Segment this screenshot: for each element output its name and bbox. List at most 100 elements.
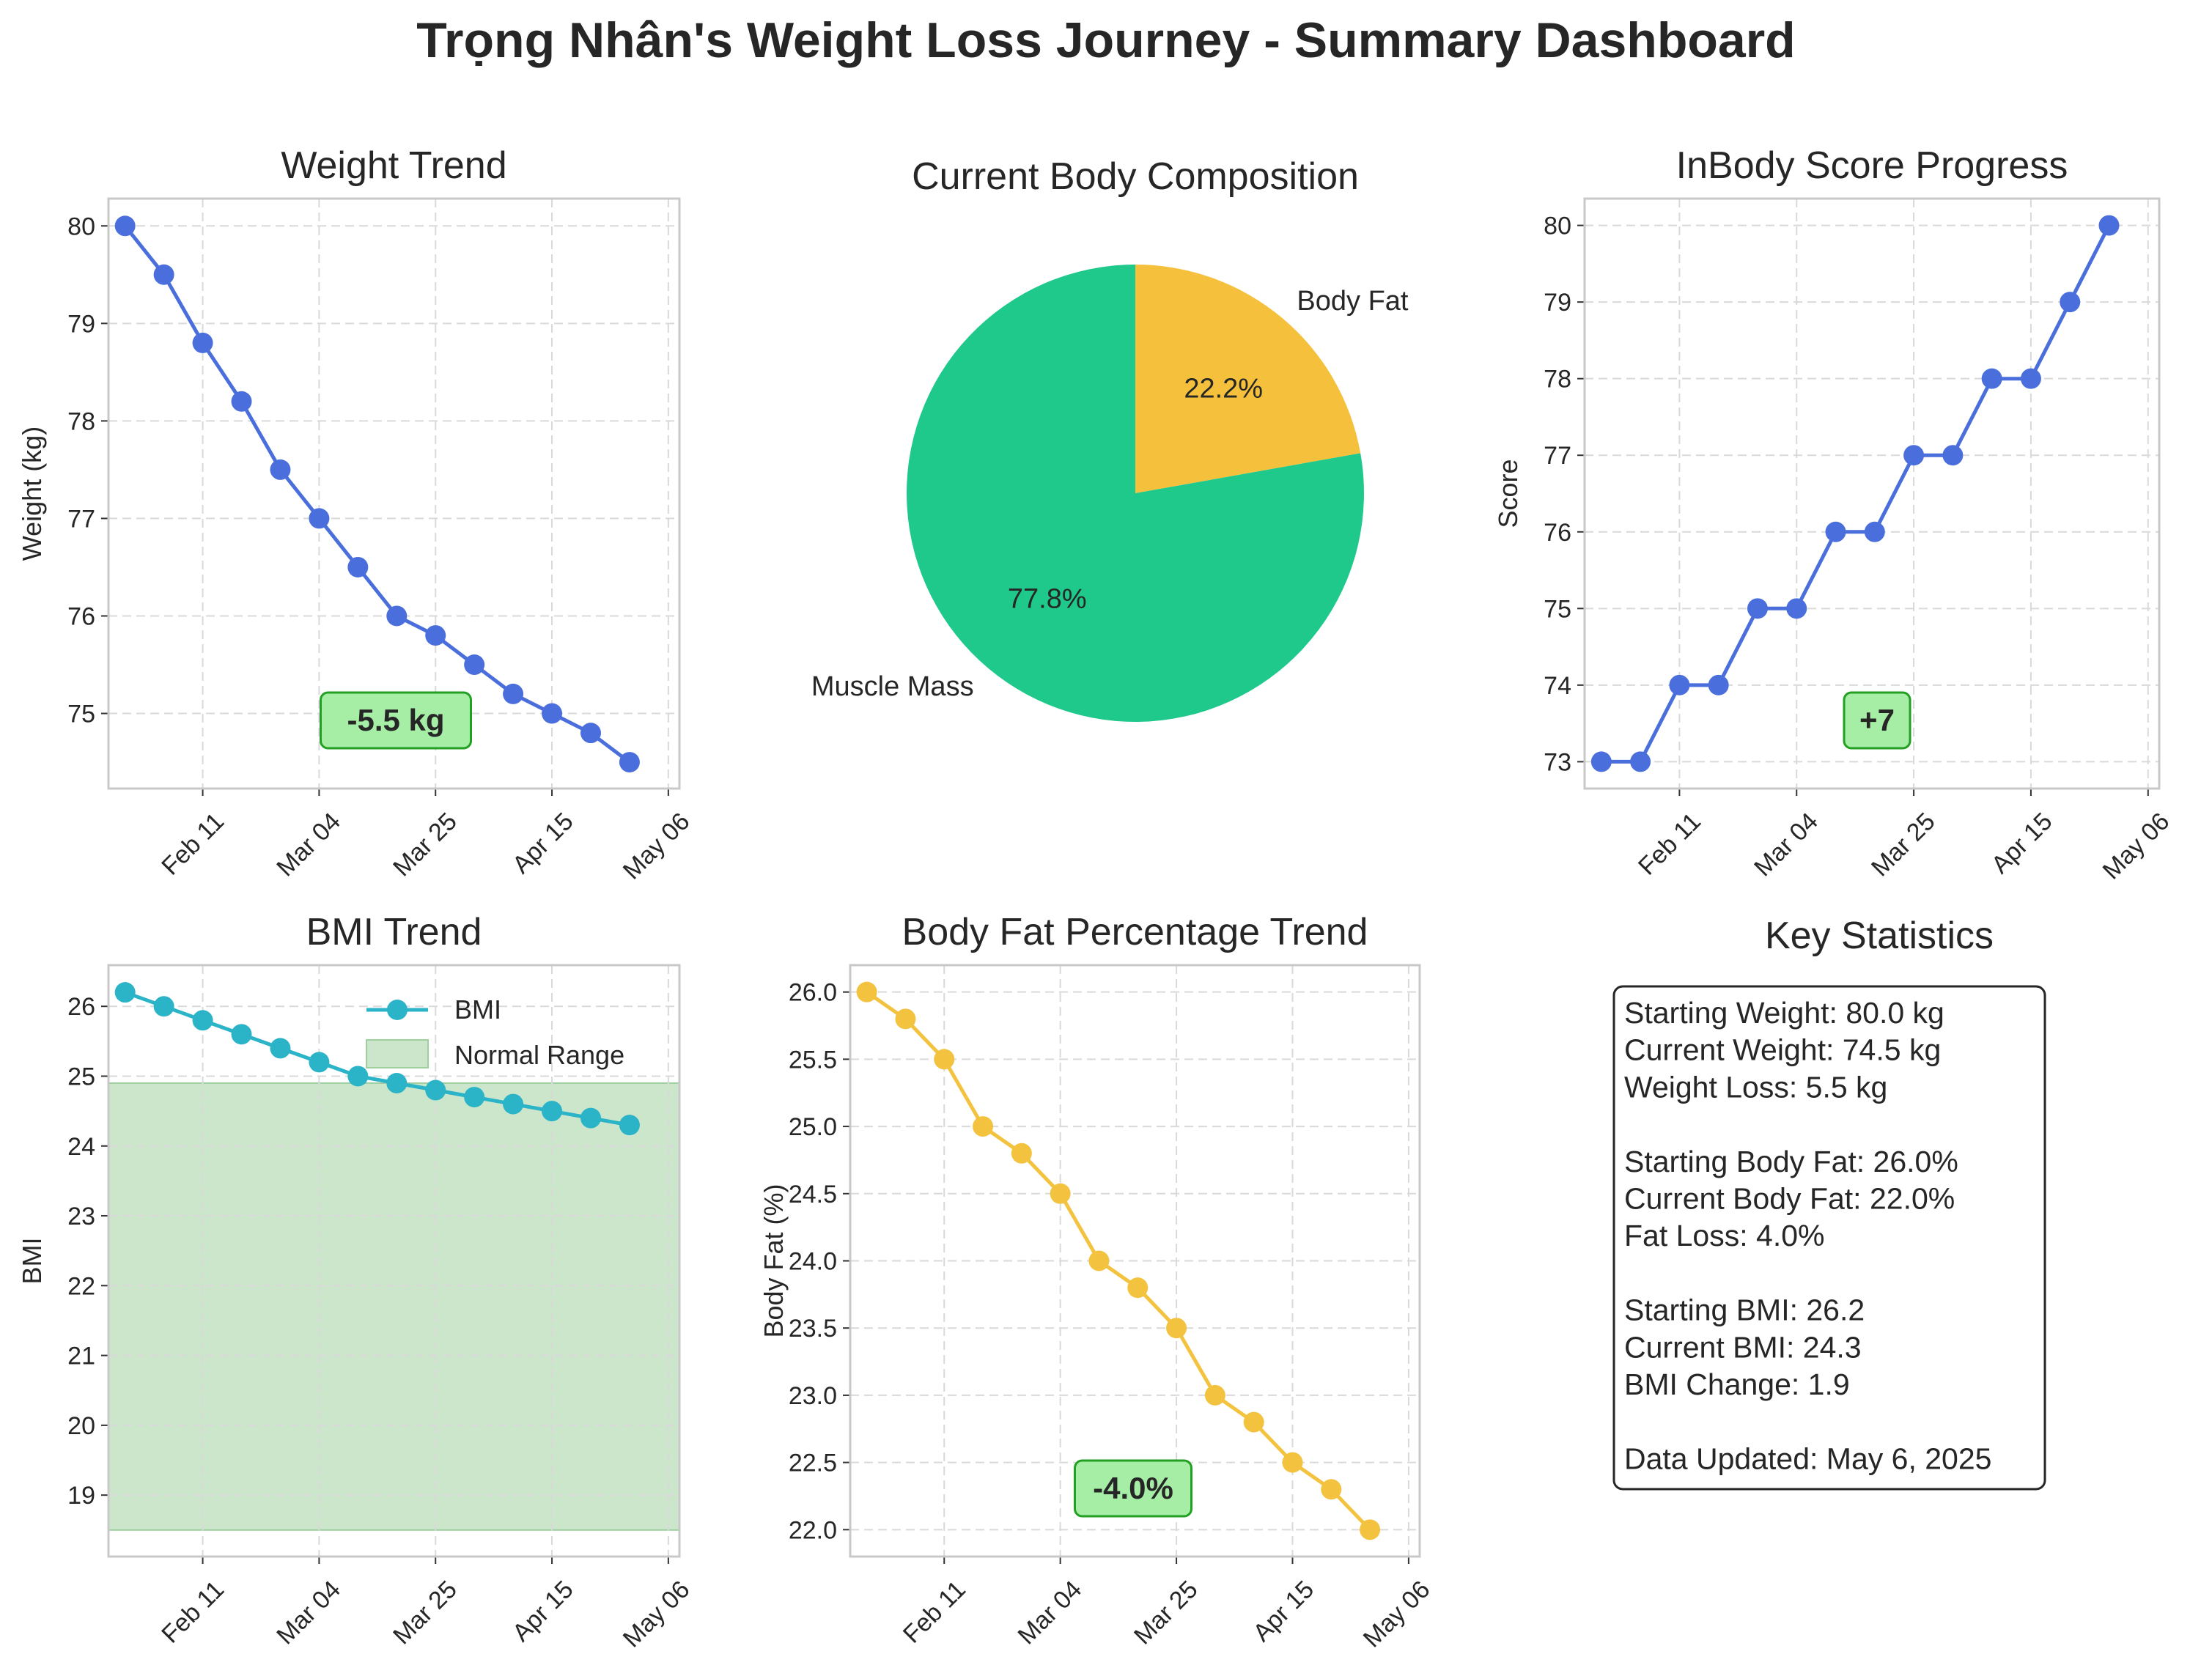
- x-tick-label: Mar 25: [1129, 1576, 1203, 1650]
- data-point: [425, 1079, 446, 1101]
- y-tick-label: 19: [67, 1482, 95, 1510]
- data-point: [1127, 1277, 1149, 1299]
- chart-panels: Weight Trend Feb 11 Mar 04 Mar 25 Apr 15 May …: [17, 144, 2175, 1653]
- change-badge-label: +7: [1859, 703, 1895, 737]
- y-tick-label: 75: [1544, 595, 1571, 623]
- data-point: [895, 1008, 916, 1030]
- chart-title: Body Fat Percentage Trend: [902, 911, 1368, 953]
- x-tick-label: Feb 11: [898, 1576, 971, 1649]
- y-axis-label: BMI: [17, 1237, 47, 1284]
- data-point: [309, 1052, 330, 1073]
- data-point: [1942, 445, 1964, 466]
- data-point: [1050, 1183, 1071, 1204]
- pie-slice: [1135, 265, 1361, 493]
- x-tick-label: May 06: [618, 1576, 696, 1653]
- y-tick-label: 76: [1544, 519, 1571, 547]
- chart-composition: Current Body Composition 22.2% Body Fat 77.…: [811, 155, 1409, 722]
- data-point: [1282, 1452, 1303, 1473]
- change-badge-label: -5.5 kg: [347, 703, 444, 737]
- x-tick-label: Mar 04: [1749, 808, 1824, 882]
- chart-title: Current Body Composition: [912, 155, 1359, 198]
- data-point: [464, 654, 485, 676]
- data-point: [386, 605, 408, 627]
- x-tick-label: May 06: [618, 808, 696, 885]
- pie-pct-label: 22.2%: [1184, 374, 1263, 405]
- stats-line: Current BMI: 24.3: [1624, 1330, 1862, 1364]
- data-point: [856, 981, 877, 1003]
- stats-line: Fat Loss: 4.0%: [1624, 1219, 1824, 1252]
- x-tick-label: Mar 25: [388, 808, 462, 882]
- data-point: [580, 1107, 601, 1129]
- change-badge: [1843, 691, 1911, 750]
- y-tick-label: 75: [67, 701, 95, 728]
- x-tick-label: May 06: [1358, 1576, 1436, 1653]
- plot-frame: [107, 197, 681, 790]
- y-tick-label: 79: [1544, 289, 1571, 317]
- legend-label: Normal Range: [454, 1040, 624, 1070]
- data-point: [503, 1093, 524, 1115]
- data-point: [2020, 368, 2041, 389]
- data-point: [973, 1116, 994, 1137]
- x-tick-label: Mar 04: [1013, 1576, 1088, 1650]
- chart-bmi: BMI Trend Feb 11 Mar 04 Mar 25 Apr 15 May 06 1…: [17, 911, 696, 1653]
- y-tick-label: 76: [67, 602, 95, 630]
- series-line: [123, 224, 631, 764]
- x-tick-label: Mar 04: [271, 1576, 346, 1650]
- normal-range-band: [108, 1082, 680, 1531]
- chart-title: InBody Score Progress: [1676, 144, 2068, 187]
- stats-line: Data Updated: May 6, 2025: [1624, 1441, 1991, 1475]
- chart-bodyfat: Body Fat Percentage Trend Feb 11 Mar 04 Mar…: [759, 911, 1436, 1653]
- x-tick-label: Feb 11: [156, 808, 229, 881]
- stats-line: Starting BMI: 26.2: [1624, 1293, 1865, 1327]
- stats-box: [1612, 985, 2046, 1491]
- change-badge-label: -4.0%: [1093, 1471, 1173, 1505]
- y-tick-label: 24: [67, 1133, 95, 1161]
- x-tick-label: Apr 15: [1247, 1576, 1319, 1647]
- y-tick-label: 26: [67, 993, 95, 1021]
- change-badge: [320, 691, 472, 750]
- data-point: [1590, 751, 1612, 772]
- y-tick-label: 23: [67, 1203, 95, 1230]
- y-axis-label: Weight (kg): [17, 427, 47, 561]
- data-point: [1669, 674, 1690, 695]
- stats-line: Current Weight: 74.5 kg: [1624, 1033, 1941, 1067]
- data-point: [542, 1101, 563, 1122]
- plot-frame: [849, 964, 1421, 1558]
- y-tick-label: 22: [67, 1272, 95, 1300]
- plot-frame: [107, 964, 681, 1558]
- data-point: [231, 391, 252, 412]
- data-point: [934, 1049, 955, 1070]
- data-point: [1166, 1318, 1187, 1339]
- data-point: [347, 1066, 369, 1087]
- data-point: [231, 1024, 252, 1045]
- chart-score: InBody Score Progress Feb 11 Mar 04 Mar 25 A…: [1493, 144, 2175, 885]
- plot-frame: [1583, 197, 2161, 790]
- data-point: [192, 1010, 213, 1031]
- y-tick-label: 73: [1544, 748, 1571, 776]
- x-tick-label: Feb 11: [1633, 808, 1706, 881]
- y-tick-label: 26.0: [789, 979, 837, 1007]
- y-tick-label: 20: [67, 1412, 95, 1440]
- legend-swatch: [366, 1039, 429, 1068]
- y-tick-label: 23.5: [789, 1315, 837, 1343]
- y-tick-label: 25: [67, 1063, 95, 1090]
- x-tick-label: Mar 25: [388, 1576, 462, 1650]
- y-tick-label: 74: [1544, 672, 1571, 700]
- pie-slice-label: Muscle Mass: [811, 671, 974, 702]
- legend-label: BMI: [454, 994, 501, 1025]
- y-tick-label: 23.0: [789, 1382, 837, 1410]
- data-point: [1786, 598, 1807, 619]
- y-tick-label: 21: [67, 1343, 95, 1370]
- data-point: [542, 703, 563, 724]
- y-tick-label: 22.0: [789, 1516, 837, 1544]
- x-tick-label: Apr 15: [1986, 808, 2058, 879]
- data-point: [580, 723, 601, 744]
- y-axis-label: Body Fat (%): [759, 1184, 789, 1337]
- data-point: [425, 625, 446, 646]
- data-point: [464, 1087, 485, 1108]
- y-tick-label: 80: [1544, 213, 1571, 240]
- data-point: [1903, 445, 1925, 466]
- data-point: [114, 215, 136, 237]
